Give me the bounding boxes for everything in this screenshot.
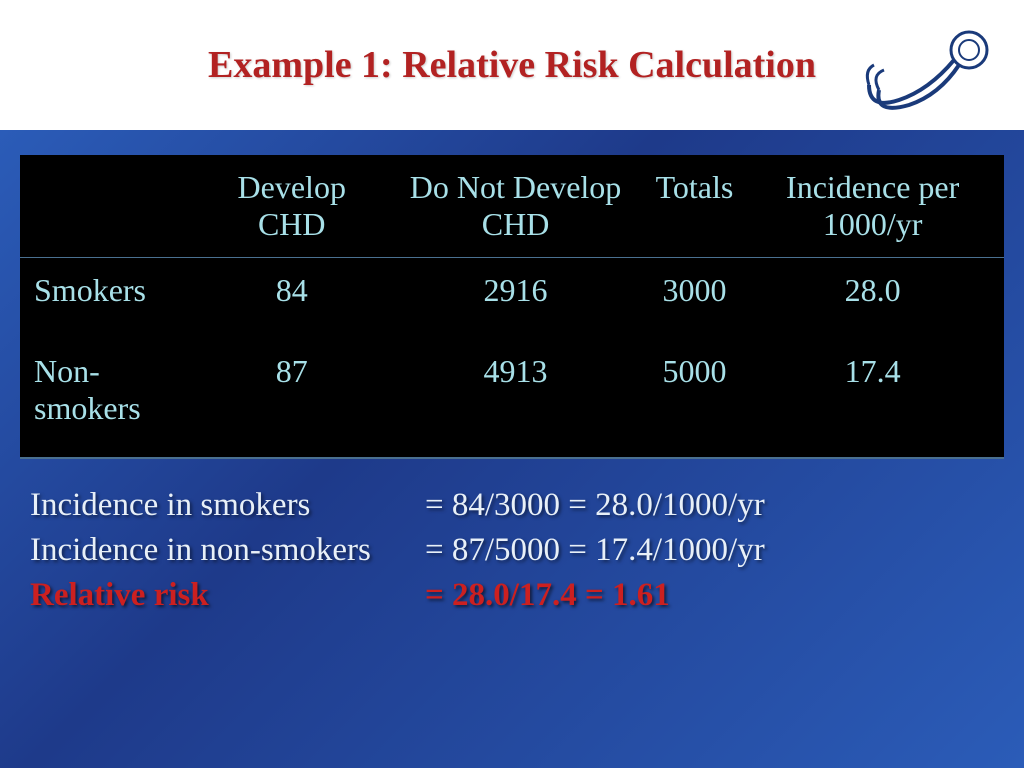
calc-line-nonsmokers: Incidence in non-smokers = 87/5000 = 17.…: [30, 532, 1004, 569]
calc-label: Incidence in non-smokers: [30, 532, 425, 569]
table-row: Non-smokers 87 4913 5000 17.4: [20, 339, 1004, 458]
table-row: Smokers 84 2916 3000 28.0: [20, 258, 1004, 340]
content-area: Develop CHD Do Not Develop CHD Totals In…: [0, 130, 1024, 768]
cell-value: 5000: [648, 339, 742, 458]
col-header-blank: [20, 155, 200, 258]
calc-value: = 28.0/17.4 = 1.61: [425, 577, 670, 614]
risk-table: Develop CHD Do Not Develop CHD Totals In…: [20, 155, 1004, 459]
calc-line-smokers: Incidence in smokers = 84/3000 = 28.0/10…: [30, 487, 1004, 524]
col-header-totals: Totals: [648, 155, 742, 258]
calc-label: Incidence in smokers: [30, 487, 425, 524]
row-label: Non-smokers: [20, 339, 200, 458]
row-label: Smokers: [20, 258, 200, 340]
col-header-incidence: Incidence per 1000/yr: [741, 155, 1004, 258]
cell-value: 84: [200, 258, 383, 340]
page-title: Example 1: Relative Risk Calculation: [208, 43, 816, 87]
calculations-block: Incidence in smokers = 84/3000 = 28.0/10…: [20, 487, 1004, 614]
col-header-develop: Develop CHD: [200, 155, 383, 258]
cell-value: 2916: [383, 258, 647, 340]
cell-value: 17.4: [741, 339, 1004, 458]
calc-value: = 84/3000 = 28.0/1000/yr: [425, 487, 765, 524]
cell-value: 3000: [648, 258, 742, 340]
stethoscope-icon: [859, 15, 999, 135]
calc-value: = 87/5000 = 17.4/1000/yr: [425, 532, 765, 569]
cell-value: 4913: [383, 339, 647, 458]
table-header-row: Develop CHD Do Not Develop CHD Totals In…: [20, 155, 1004, 258]
cell-value: 87: [200, 339, 383, 458]
title-area: Example 1: Relative Risk Calculation: [0, 0, 1024, 130]
col-header-donot: Do Not Develop CHD: [383, 155, 647, 258]
cell-value: 28.0: [741, 258, 1004, 340]
calc-line-relative-risk: Relative risk = 28.0/17.4 = 1.61: [30, 577, 1004, 614]
calc-label: Relative risk: [30, 577, 425, 614]
